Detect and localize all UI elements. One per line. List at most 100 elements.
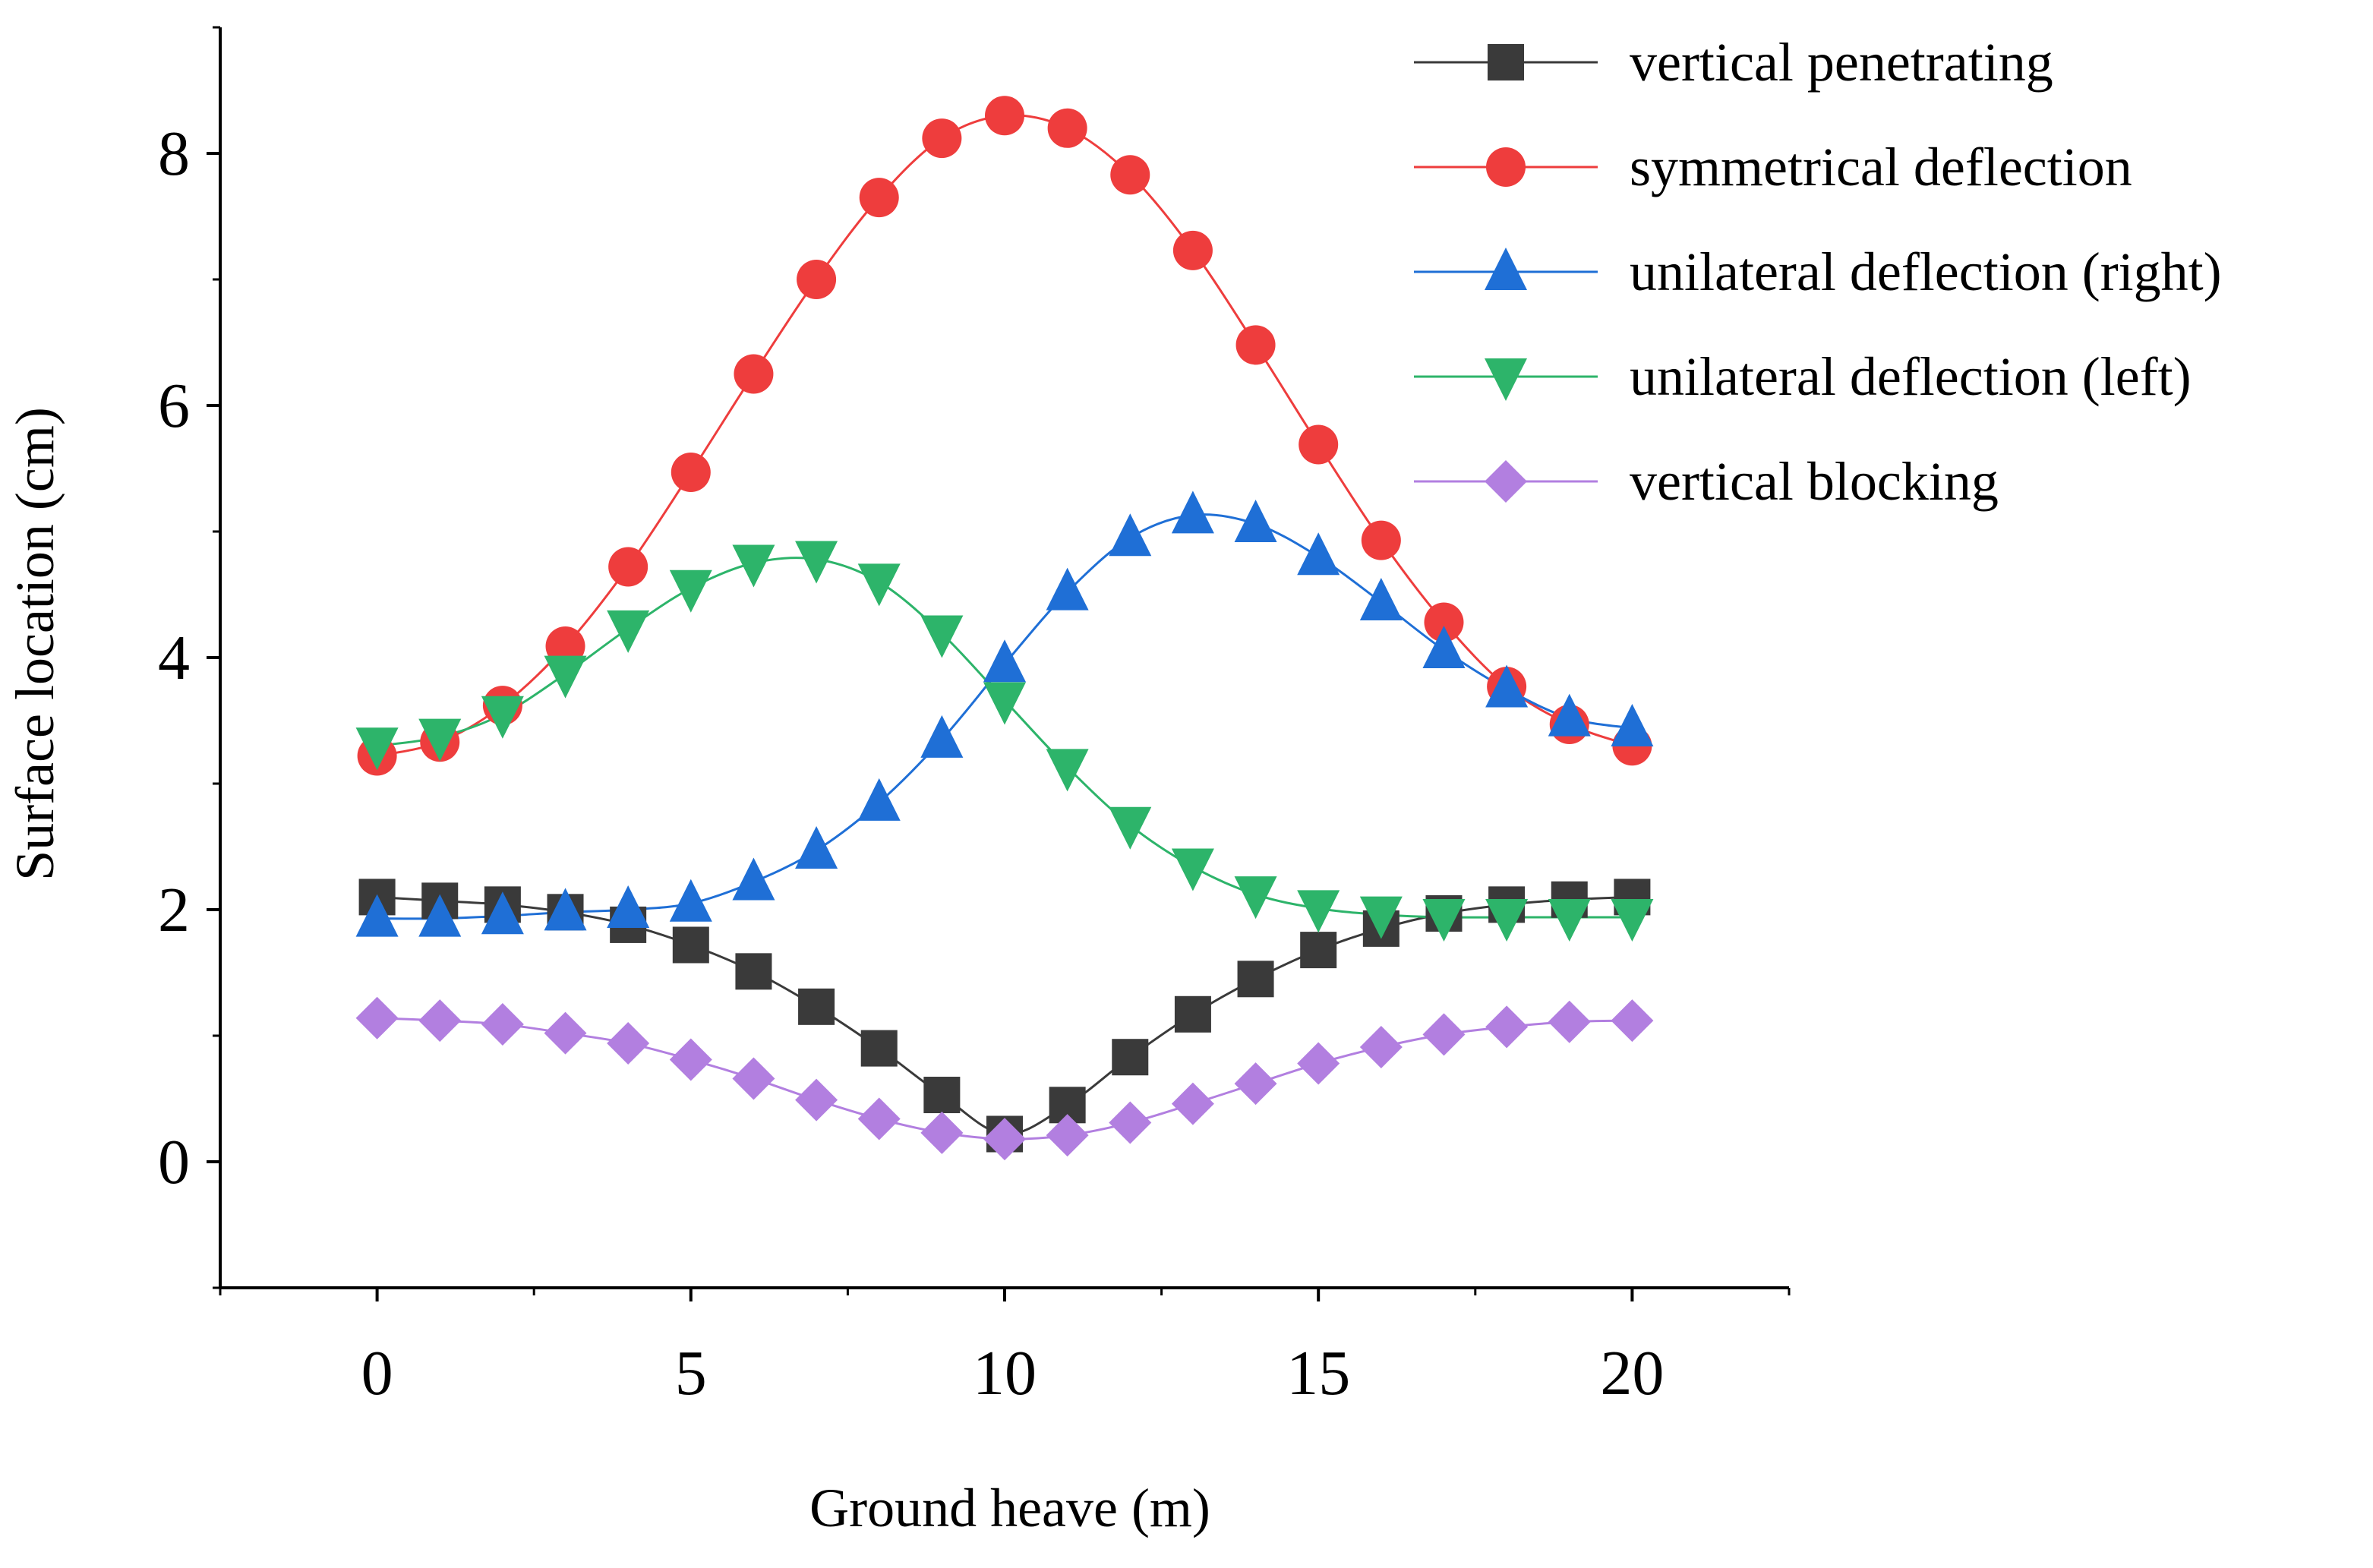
data-point — [983, 682, 1026, 725]
data-point — [1548, 1000, 1591, 1043]
legend-label: vertical blocking — [1630, 451, 1999, 512]
data-point — [798, 988, 835, 1025]
data-point — [1548, 898, 1591, 942]
x-tick-label: 15 — [1286, 1338, 1350, 1409]
data-point — [859, 178, 899, 218]
data-point — [920, 1111, 964, 1154]
legend-marker — [1485, 248, 1527, 290]
data-point — [1548, 693, 1591, 737]
x-tick-label: 20 — [1600, 1338, 1664, 1409]
data-point — [1234, 1062, 1277, 1106]
data-point — [1485, 664, 1529, 708]
data-point — [544, 888, 587, 931]
data-point — [1234, 876, 1277, 920]
data-point — [1422, 898, 1466, 942]
data-point — [1485, 898, 1529, 942]
data-point — [607, 610, 650, 653]
legend-marker — [1486, 147, 1526, 187]
data-point — [795, 541, 838, 584]
data-point — [607, 1021, 650, 1065]
data-point — [669, 1038, 712, 1081]
legend-item: unilateral deflection (left) — [1414, 346, 2192, 407]
data-point — [1359, 1025, 1403, 1068]
x-tick-label: 10 — [973, 1338, 1037, 1409]
y-tick-label: 0 — [158, 1127, 190, 1197]
legend-marker — [1488, 44, 1524, 80]
data-point — [481, 1003, 524, 1046]
data-point — [1424, 602, 1464, 642]
data-point — [795, 825, 838, 869]
legend-item: vertical blocking — [1414, 451, 1999, 512]
legend-item: vertical penetrating — [1414, 32, 2053, 93]
legend-item: unilateral deflection (right) — [1414, 241, 2222, 302]
data-point — [920, 715, 964, 758]
data-point — [860, 1030, 898, 1067]
data-point — [732, 1057, 775, 1100]
data-point — [1297, 1042, 1340, 1085]
legend-item: symmetrical deflection — [1414, 137, 2132, 197]
data-point — [481, 696, 524, 739]
data-point — [1299, 424, 1339, 465]
data-point — [1046, 749, 1089, 792]
x-tick-label: 5 — [675, 1338, 707, 1409]
data-point — [1171, 491, 1214, 534]
data-point — [857, 778, 901, 821]
data-point — [1611, 898, 1654, 942]
data-point — [1110, 155, 1150, 195]
data-point — [1234, 500, 1277, 543]
data-point — [1046, 1114, 1089, 1157]
data-point — [671, 452, 711, 492]
data-point — [418, 718, 462, 762]
data-point — [922, 118, 962, 159]
data-point — [1109, 513, 1152, 557]
legend-label: vertical penetrating — [1630, 32, 2053, 93]
y-tick-label: 8 — [158, 118, 190, 189]
data-point — [797, 260, 837, 299]
data-point — [1297, 532, 1340, 576]
data-point — [1172, 230, 1213, 270]
data-point — [607, 885, 650, 928]
data-point — [734, 354, 774, 394]
data-point — [1361, 520, 1401, 560]
data-point — [355, 894, 399, 937]
data-point — [355, 996, 399, 1040]
data-point — [544, 655, 587, 699]
legend-marker — [1485, 460, 1527, 503]
data-point — [985, 96, 1024, 136]
data-point — [983, 639, 1026, 683]
series-markers — [355, 96, 1654, 1161]
legend-label: unilateral deflection (right) — [1630, 241, 2222, 302]
legend-label: symmetrical deflection — [1630, 137, 2132, 197]
data-point — [1174, 995, 1211, 1033]
data-point — [1235, 325, 1276, 365]
data-point — [857, 563, 901, 607]
data-point — [732, 857, 775, 901]
data-point — [857, 1097, 901, 1141]
y-tick-label: 2 — [158, 875, 190, 945]
data-point — [418, 894, 462, 937]
y-tick-label: 4 — [158, 623, 190, 693]
data-point — [1300, 932, 1337, 969]
data-point — [1047, 108, 1087, 148]
data-point — [732, 544, 775, 588]
legend-marker — [1485, 358, 1527, 401]
data-point — [1046, 567, 1089, 610]
data-point — [1359, 577, 1403, 620]
data-point — [418, 999, 462, 1043]
data-point — [1485, 1005, 1529, 1049]
data-point — [544, 1011, 587, 1055]
data-point — [1297, 890, 1340, 933]
legend-label: unilateral deflection (left) — [1630, 346, 2192, 407]
data-point — [355, 727, 399, 771]
data-point — [1109, 1101, 1152, 1144]
data-point — [1422, 1013, 1466, 1056]
data-point — [669, 569, 712, 613]
data-point — [795, 1078, 838, 1122]
data-point — [920, 615, 964, 658]
data-point — [1422, 626, 1466, 669]
data-point — [1109, 806, 1152, 850]
x-axis-title: Ground heave (m) — [809, 1478, 1210, 1538]
legend: vertical penetrating symmetrical deflecti… — [1414, 32, 2222, 512]
